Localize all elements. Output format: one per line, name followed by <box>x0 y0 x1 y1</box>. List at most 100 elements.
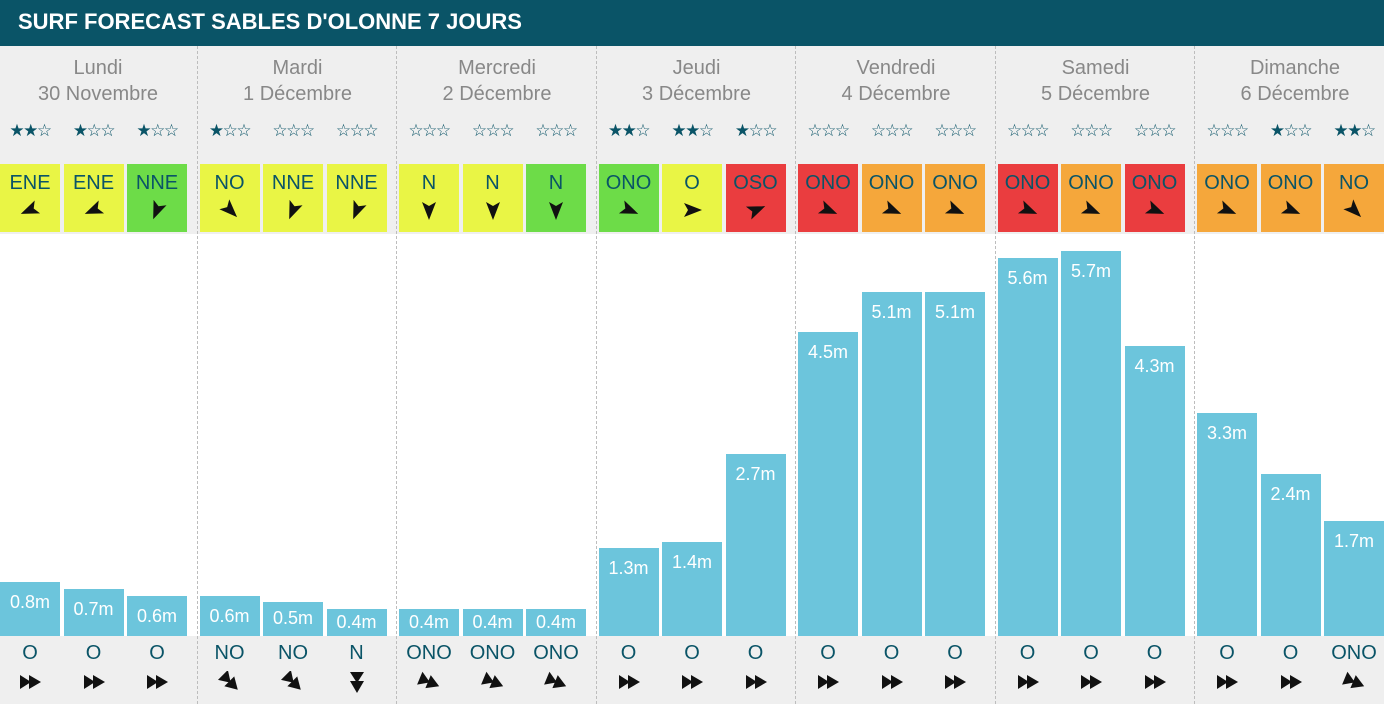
wave-height-bar: 1.7m <box>1324 521 1384 636</box>
swell-arrow-icon <box>818 675 839 689</box>
wind-arrow-icon <box>1343 199 1362 218</box>
wind-arrow-icon <box>1144 200 1164 214</box>
swell-direction: O <box>1019 642 1036 664</box>
day-date: 2 Décembre <box>442 83 552 105</box>
wind-arrow-icon <box>549 202 563 220</box>
day-date: 4 Décembre <box>841 83 951 105</box>
day-date: 6 Décembre <box>1240 83 1350 105</box>
swell-direction: O <box>1083 642 1099 664</box>
day-name: Vendredi <box>856 57 936 79</box>
wave-height-label: 2.4m <box>1270 484 1311 504</box>
rating-stars: ☆☆☆ <box>870 121 914 140</box>
rating-stars: ☆☆☆ <box>408 121 451 140</box>
wind-direction: NNE <box>135 172 179 194</box>
rating-stars: ★☆☆ <box>72 121 116 140</box>
wind-arrow-icon <box>1080 200 1101 214</box>
rating-stars: ★★☆ <box>671 121 714 140</box>
swell-direction: O <box>1219 642 1235 664</box>
wave-height-label: 0.4m <box>535 611 577 632</box>
wind-arrow-icon <box>1280 200 1300 214</box>
swell-arrow-icon <box>1144 675 1166 689</box>
swell-arrow-icon <box>682 675 703 689</box>
wave-height-bar: 4.5m <box>798 332 858 636</box>
rating-stars: ★★☆ <box>607 121 651 140</box>
wave-height-bar: 5.6m <box>997 258 1058 636</box>
wind-arrow-icon <box>218 199 237 218</box>
wind-arrow-icon <box>352 199 367 220</box>
swell-direction: O <box>620 642 637 664</box>
wave-height-bar: 2.4m <box>1260 474 1321 636</box>
wave-height-label: 4.3m <box>1134 355 1175 376</box>
wave-height-label: 3.3m <box>1206 423 1248 444</box>
wind-box: ONO <box>1260 164 1321 232</box>
swell-direction: ONO <box>406 642 452 664</box>
wind-box: ONO <box>1061 164 1121 232</box>
wave-height-label: 0.4m <box>472 611 513 632</box>
wind-direction: ONO <box>1004 172 1051 194</box>
wind-box: ONO <box>925 164 985 232</box>
wind-box: NO <box>1324 164 1384 232</box>
rating-stars: ★☆☆ <box>136 121 179 140</box>
wind-box: ONO <box>861 164 922 232</box>
wind-box: ENE <box>63 164 124 232</box>
swell-direction: N <box>349 642 364 664</box>
wind-arrow-icon <box>20 200 41 214</box>
wind-arrow-icon <box>618 200 638 214</box>
rating-stars: ☆☆☆ <box>1133 121 1177 140</box>
wind-arrow-icon <box>1017 200 1037 214</box>
swell-arrow-icon <box>417 671 440 689</box>
wave-height-label: 0.5m <box>272 608 314 629</box>
wind-box: N <box>399 164 459 232</box>
swell-direction: NO <box>278 642 308 664</box>
swell-direction: O <box>1282 642 1299 664</box>
wave-height-label: 0.6m <box>136 605 178 626</box>
wind-direction: ONO <box>1068 172 1114 194</box>
wind-arrow-icon <box>153 199 167 220</box>
wave-height-bar: 0.4m <box>326 609 387 636</box>
wave-height-bar: 0.4m <box>526 609 586 636</box>
swell-arrow-icon <box>1342 671 1365 689</box>
wind-box: NNE <box>263 164 323 232</box>
wave-height-label: 4.5m <box>807 342 849 363</box>
day-separator <box>795 46 796 704</box>
swell-direction: ONO <box>469 642 516 664</box>
wave-height-label: 0.4m <box>408 611 450 632</box>
wave-height-label: 2.7m <box>735 463 776 484</box>
wave-height-bar: 5.1m <box>925 291 985 636</box>
wind-arrow-icon <box>422 202 436 220</box>
rating-stars: ☆☆☆ <box>1206 121 1249 140</box>
swell-arrow-icon <box>1280 675 1302 689</box>
rating-stars: ☆☆☆ <box>471 121 515 140</box>
wave-height-bar: 1.3m <box>598 548 659 636</box>
wind-direction: ONO <box>1204 172 1250 194</box>
wind-direction: O <box>684 172 700 194</box>
rating-stars: ★★☆ <box>9 121 52 140</box>
wind-arrow-icon <box>684 203 702 217</box>
wind-direction: ENE <box>72 172 115 194</box>
wind-direction: ONO <box>868 172 915 194</box>
wind-direction: NO <box>1339 172 1369 194</box>
day-name: Dimanche <box>1249 57 1341 79</box>
wind-arrow-icon <box>881 200 901 214</box>
wind-direction: N <box>421 172 437 194</box>
wind-box: ONO <box>598 164 659 232</box>
swell-direction: ONO <box>533 642 579 664</box>
wind-box: O <box>662 164 722 232</box>
wind-direction: OSO <box>733 172 778 194</box>
swell-direction: O <box>149 642 165 664</box>
rating-stars: ★☆☆ <box>208 121 252 140</box>
wind-arrow-icon <box>745 206 765 220</box>
swell-arrow-icon <box>618 675 640 689</box>
wind-direction: N <box>485 172 500 194</box>
swell-arrow-icon <box>945 675 966 689</box>
rating-stars: ☆☆☆ <box>1070 121 1113 140</box>
swell-direction: O <box>883 642 900 664</box>
wind-direction: ENE <box>9 172 51 194</box>
wind-box: N <box>526 164 586 232</box>
swell-direction-band <box>0 636 1384 704</box>
rating-stars: ☆☆☆ <box>1006 121 1050 140</box>
rating-stars: ★☆☆ <box>1269 121 1313 140</box>
day-name: Mardi <box>272 57 323 79</box>
swell-arrow-icon <box>1217 675 1238 689</box>
wave-height-label: 5.6m <box>1007 268 1048 288</box>
